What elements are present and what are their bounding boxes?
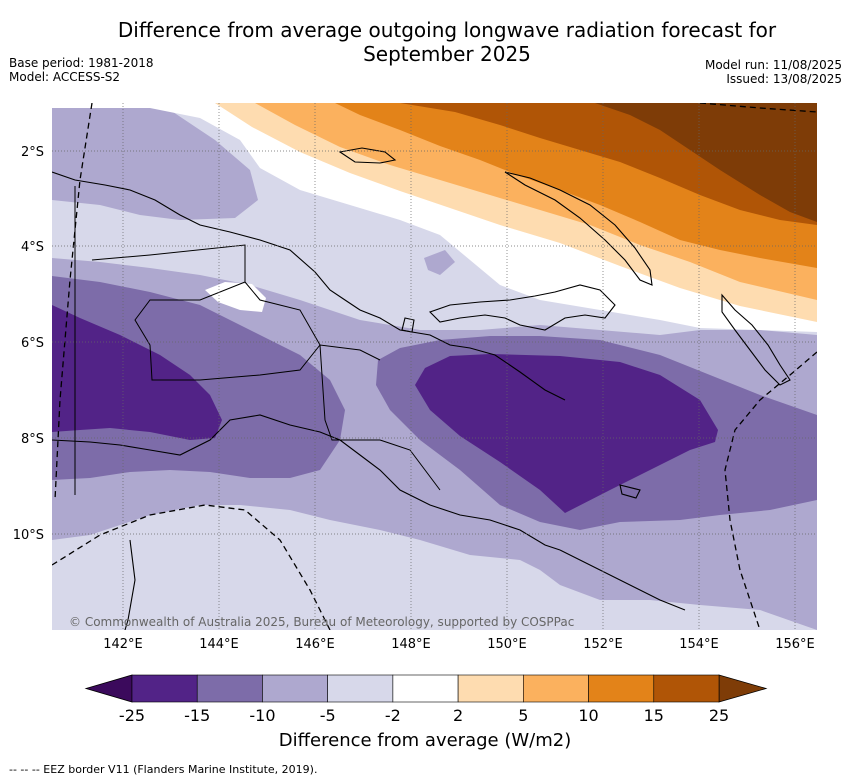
eez-footnote: -- -- -- EEZ border V11 (Flanders Marine…	[9, 763, 318, 776]
band-minus10-minus5-east-upper	[740, 345, 817, 395]
eez-borders	[52, 103, 817, 630]
new-guinea-north-coast	[52, 171, 566, 401]
gridlines	[52, 103, 817, 630]
manus-coast	[338, 147, 397, 164]
colorbar-tick-label: -2	[385, 706, 401, 725]
lon-label: 148°E	[391, 637, 431, 652]
colorbar-tick-label: 5	[518, 706, 528, 725]
band-minus25-minus15-east	[415, 354, 718, 513]
colorbar-tick-label: 2	[453, 706, 463, 725]
issued-date: Issued: 13/08/2025	[726, 72, 842, 86]
band-minus25-minus15-west	[52, 305, 222, 440]
island-2	[619, 484, 641, 499]
colorbar-tick-label: -10	[249, 706, 275, 725]
colorbar-tick-label: 25	[709, 706, 729, 725]
province-boundaries	[91, 244, 441, 491]
colorbar-tick-label: 15	[644, 706, 664, 725]
lon-label: 152°E	[583, 637, 623, 652]
colorbar-swatch	[457, 674, 524, 703]
lat-label: 10°S	[13, 528, 44, 543]
new-ireland-coast	[504, 171, 653, 286]
model-run: Model run: 11/08/2025	[704, 58, 842, 72]
band-minus2-plus2	[52, 103, 817, 332]
lat-labels: 2°S 4°S 6°S 8°S 10°S	[13, 145, 44, 543]
new-guinea-south-coast	[52, 414, 561, 551]
colorbar-swatch	[588, 674, 655, 703]
lon-label: 144°E	[199, 637, 239, 652]
band-minus10-minus5-north	[52, 103, 258, 220]
eez-west	[54, 103, 93, 501]
colorbar-swatch	[523, 674, 589, 703]
eez-south	[52, 504, 331, 630]
colorbar-under-arrow	[84, 674, 133, 703]
lat-label: 4°S	[21, 240, 44, 255]
colorbar-swatch	[327, 674, 394, 703]
title-line-1: Difference from average outgoing longwav…	[117, 18, 777, 42]
meta-left: Base period: 1981-2018 Model: ACCESS-S2	[9, 56, 154, 84]
coastlines	[52, 147, 791, 630]
anomaly-field	[52, 103, 817, 630]
lon-label: 146°E	[295, 637, 335, 652]
colorbar-swatch	[392, 674, 459, 703]
lon-labels: 142°E 144°E 146°E 148°E 150°E 152°E 154°…	[103, 637, 815, 652]
lon-label: 150°E	[487, 637, 527, 652]
island-chain-southeast	[559, 549, 686, 611]
colorbar-over-arrow	[718, 674, 768, 703]
lon-label: 156°E	[775, 637, 815, 652]
title-line-2: September 2025	[363, 42, 531, 66]
colorbar-tick-label: -25	[119, 706, 145, 725]
model-name: Model: ACCESS-S2	[9, 70, 121, 84]
meta-right: Model run: 11/08/2025 Issued: 13/08/2025	[705, 58, 842, 86]
colorbar: -25 -15 -10 -5 -2 2 5 10 15 25	[84, 674, 768, 725]
colorbar-swatch	[196, 674, 263, 703]
base-period: Base period: 1981-2018	[9, 56, 154, 70]
bougainville-coast	[721, 293, 791, 386]
band-minus10-minus5-blob	[424, 250, 455, 275]
colorbar-tick-label: 10	[578, 706, 598, 725]
lat-label: 2°S	[21, 145, 44, 160]
australia-coast	[124, 539, 136, 630]
eez-northeast	[699, 103, 817, 113]
map-title: Difference from average outgoing longwav…	[0, 18, 850, 66]
borders	[74, 186, 441, 495]
new-britain-coast	[428, 284, 616, 331]
lon-label: 154°E	[679, 637, 719, 652]
eez-east	[724, 351, 817, 630]
colorbar-tick-label: -15	[184, 706, 210, 725]
colorbar-swatch	[131, 674, 198, 703]
copyright-text: © Commonwealth of Australia 2025, Bureau…	[69, 615, 574, 629]
colorbar-swatch	[262, 674, 328, 703]
lat-label: 8°S	[21, 432, 44, 447]
band-over-25	[595, 103, 817, 222]
lat-label: 6°S	[21, 336, 44, 351]
lon-label: 142°E	[103, 637, 143, 652]
colorbar-tick-label: -5	[320, 706, 336, 725]
colorbar-swatch	[653, 674, 720, 703]
colorbar-label: Difference from average (W/m2)	[278, 730, 572, 751]
